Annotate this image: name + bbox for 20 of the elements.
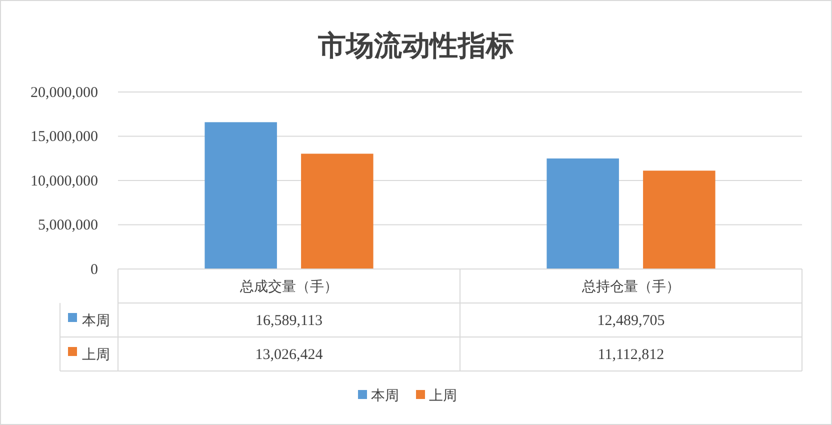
y-tick-label: 10,000,000 <box>30 173 98 190</box>
bar <box>643 170 716 269</box>
data-label: 11,112,812 <box>598 347 664 363</box>
data-label: 13,026,424 <box>255 347 324 363</box>
y-tick-label: 15,000,000 <box>30 129 98 146</box>
legend-label: 本周 <box>82 313 110 329</box>
data-label: 12,489,705 <box>597 313 665 329</box>
y-tick-label: 5,000,000 <box>38 218 98 234</box>
y-tick-label: 0 <box>90 262 98 278</box>
x-tick-label: 总成交量（手） <box>239 279 338 295</box>
x-tick-label: 总持仓量（手） <box>581 279 680 295</box>
y-tick-label: 20,000,000 <box>30 84 98 101</box>
chart-title: 市场流动性指标 <box>317 30 514 62</box>
text: 本周 <box>371 389 399 404</box>
bar <box>204 122 277 269</box>
text: 上周 <box>82 348 110 363</box>
legend-label: 上周 <box>429 388 457 404</box>
bar <box>301 154 374 269</box>
bar <box>546 158 619 269</box>
data-label: 16,589,113 <box>256 313 322 329</box>
